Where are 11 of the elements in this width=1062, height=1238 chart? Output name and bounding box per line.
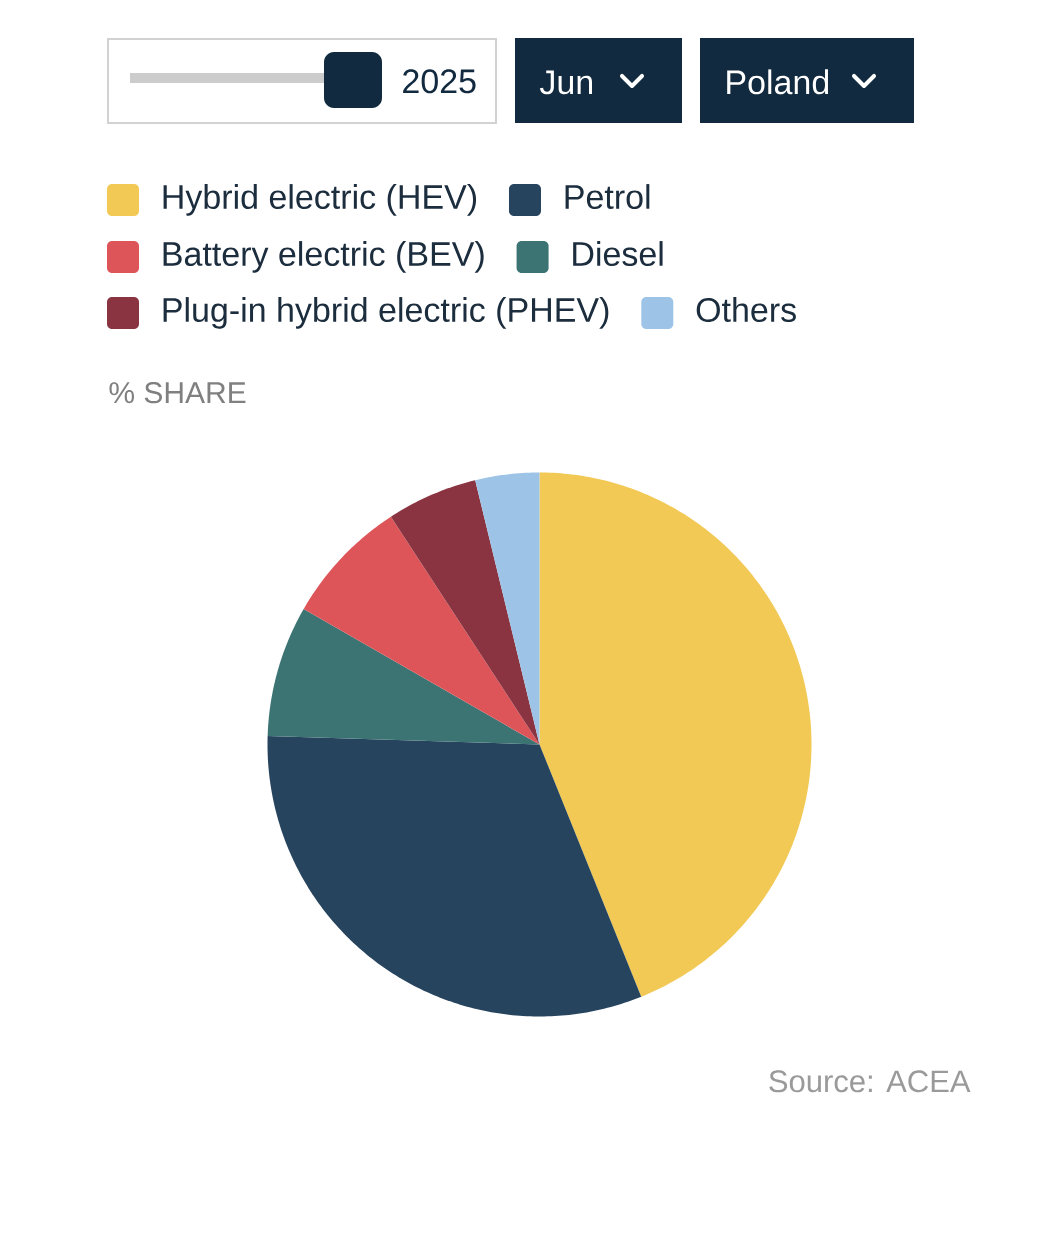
legend-label: Petrol: [565, 184, 650, 210]
legend-label: Battery electric (BEV): [163, 241, 484, 273]
legend-label: Plug-in hybrid electric (PHEV): [163, 297, 609, 329]
legend-label: Others: [696, 297, 796, 323]
source-note: Source: ACEA: [769, 1070, 971, 1093]
text: 2025: [403, 69, 476, 94]
text: Jun: [539, 70, 592, 95]
legend-label: Diesel: [573, 241, 663, 267]
legend-label: Hybrid electric (HEV): [163, 184, 477, 216]
text: % SHARE: [109, 382, 246, 404]
text: Poland: [727, 69, 829, 95]
